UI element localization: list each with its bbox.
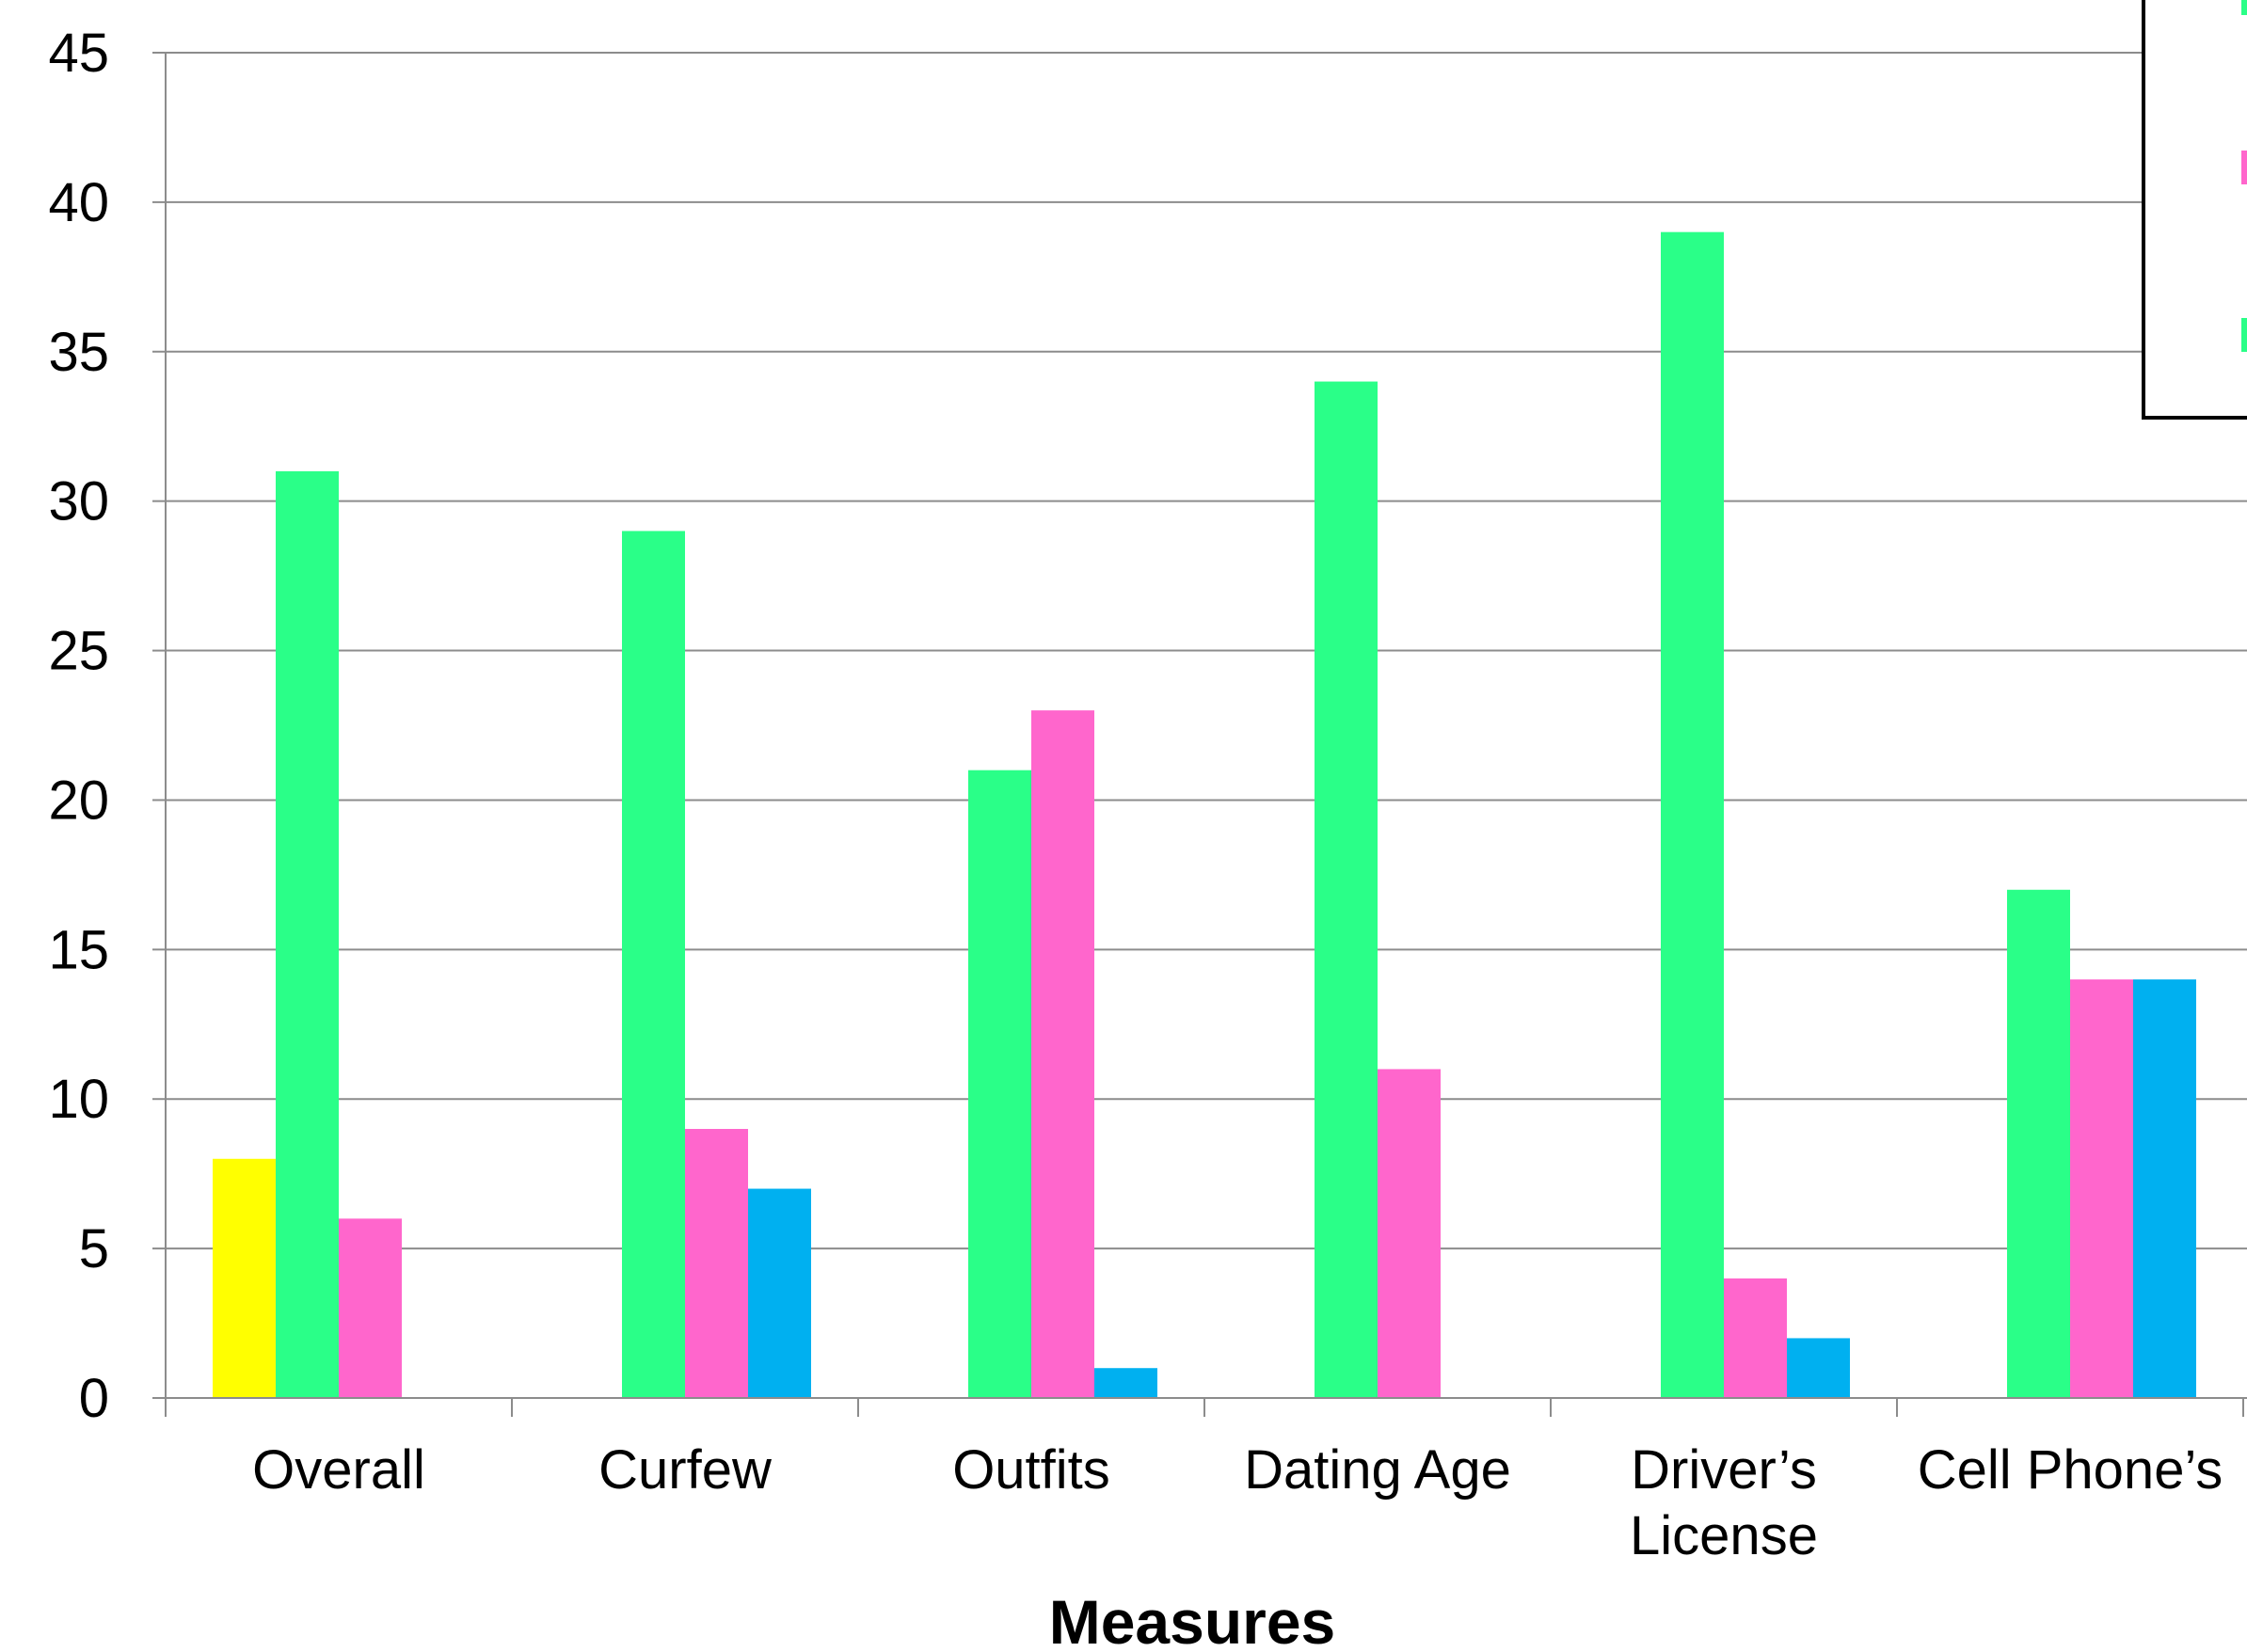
y-tick-label-10: 10 [48, 1069, 109, 1130]
y-tick-label-35: 35 [48, 322, 109, 383]
legend-box [2142, 0, 2247, 420]
bar-series2-0 [276, 470, 339, 1398]
legend [2142, 0, 2247, 420]
gridlines [166, 52, 2247, 1399]
bar-series2-2 [968, 770, 1031, 1398]
bar-series4-4 [1787, 1338, 1850, 1398]
legend-swatch-1 [2241, 0, 2247, 15]
x-tick-label-0: Overall [252, 1439, 425, 1501]
bar-series2-4 [1661, 231, 1724, 1399]
bar-series3-4 [1724, 1278, 1787, 1398]
x-tick-label-2: Outfits [952, 1439, 1110, 1501]
bar-series2-5 [2007, 889, 2070, 1398]
x-tick-label-4-line1: License [1630, 1505, 1818, 1566]
x-axis-title: Measures [1049, 1587, 1336, 1647]
bar-series4-2 [1094, 1368, 1157, 1398]
x-tick-label-1: Curfew [598, 1439, 773, 1501]
bar-series4-5 [2133, 979, 2196, 1398]
bar-series2-3 [1315, 381, 1378, 1398]
bar-series3-0 [339, 1218, 402, 1398]
legend-swatch-3 [2241, 318, 2247, 352]
tick-labels: 0 5 10 15 20 25 30 35 40 45 Overall Curfew Outfits Da… [48, 23, 2223, 1566]
bar-series4-1 [748, 1188, 811, 1398]
y-tick-label-40: 40 [48, 172, 109, 233]
x-tick-label-4-line0: Driver’s [1631, 1439, 1817, 1501]
x-tick-label-5: Cell Phone’s [1918, 1439, 2223, 1501]
bars [213, 231, 2196, 1399]
y-tick-label-45: 45 [48, 23, 109, 84]
y-tick-label-25: 25 [48, 621, 109, 682]
axes [152, 52, 2247, 1417]
bar-series3-1 [685, 1129, 748, 1398]
bar-series3-2 [1031, 710, 1094, 1398]
y-tick-label-0: 0 [79, 1368, 109, 1429]
x-tick-label-3: Dating Age [1244, 1439, 1511, 1501]
bar-series3-3 [1378, 1069, 1441, 1398]
y-tick-label-20: 20 [48, 770, 109, 831]
y-tick-label-15: 15 [48, 919, 109, 980]
bar-series1-0 [213, 1158, 276, 1398]
y-tick-label-5: 5 [79, 1218, 109, 1279]
legend-swatch-2 [2241, 151, 2247, 184]
y-tick-label-30: 30 [48, 471, 109, 532]
bar-series2-1 [622, 531, 685, 1398]
bar-series3-5 [2070, 979, 2133, 1398]
